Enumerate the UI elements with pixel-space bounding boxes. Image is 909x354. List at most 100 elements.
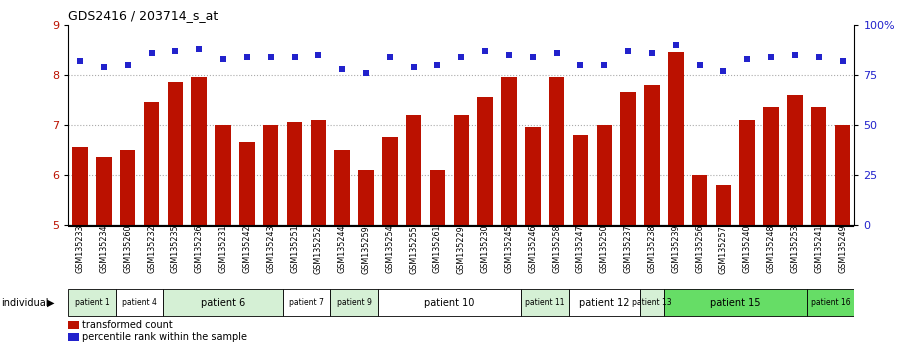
Bar	[283, 289, 330, 316]
Text: GSM135233: GSM135233	[75, 225, 85, 273]
Bar	[664, 289, 807, 316]
Text: patient 15: patient 15	[710, 298, 761, 308]
Point	[787, 52, 802, 58]
Bar	[740, 120, 755, 225]
Bar	[68, 289, 115, 316]
Point	[145, 50, 159, 56]
Bar	[430, 170, 445, 225]
Text: GSM135246: GSM135246	[528, 225, 537, 273]
Text: patient 6: patient 6	[201, 298, 245, 308]
Bar	[640, 289, 664, 316]
Point	[621, 48, 635, 53]
Text: GSM135232: GSM135232	[147, 225, 156, 273]
Point	[192, 46, 206, 52]
Text: GSM135240: GSM135240	[743, 225, 752, 273]
Bar	[286, 122, 303, 225]
Point	[430, 62, 445, 68]
Point	[812, 54, 826, 59]
Point	[359, 70, 374, 76]
Text: individual: individual	[1, 298, 48, 308]
Bar	[73, 147, 88, 225]
Bar	[382, 137, 397, 225]
Text: GSM135254: GSM135254	[385, 225, 395, 273]
Text: GSM135250: GSM135250	[600, 225, 609, 273]
Text: GSM135258: GSM135258	[552, 225, 561, 273]
Bar	[378, 289, 521, 316]
Text: GSM135235: GSM135235	[171, 225, 180, 273]
Point	[644, 50, 659, 56]
Point	[574, 62, 588, 68]
Bar	[692, 175, 707, 225]
Point	[549, 50, 564, 56]
Text: transformed count: transformed count	[82, 320, 173, 330]
Point	[406, 64, 421, 70]
Text: percentile rank within the sample: percentile rank within the sample	[82, 332, 247, 342]
Bar	[764, 107, 779, 225]
Point	[287, 54, 302, 59]
Text: GSM135245: GSM135245	[504, 225, 514, 273]
Point	[383, 54, 397, 59]
Bar	[330, 289, 378, 316]
Text: GSM135242: GSM135242	[243, 225, 252, 273]
Bar	[454, 115, 469, 225]
Text: GSM135251: GSM135251	[290, 225, 299, 273]
Text: GSM135249: GSM135249	[838, 225, 847, 273]
Text: GSM135248: GSM135248	[766, 225, 775, 273]
Text: patient 4: patient 4	[122, 298, 157, 307]
Point	[668, 42, 683, 48]
Bar	[192, 77, 207, 225]
Point	[597, 62, 612, 68]
Text: GSM135231: GSM135231	[218, 225, 227, 273]
Text: GSM135230: GSM135230	[481, 225, 490, 273]
Text: GSM135241: GSM135241	[814, 225, 824, 273]
Text: GSM135257: GSM135257	[719, 225, 728, 274]
Point	[311, 52, 325, 58]
Text: patient 10: patient 10	[425, 298, 474, 308]
Bar	[596, 125, 612, 225]
Bar	[549, 77, 564, 225]
Bar	[787, 95, 803, 225]
Bar	[620, 92, 636, 225]
Text: patient 16: patient 16	[811, 298, 851, 307]
Bar	[406, 115, 422, 225]
Point	[716, 68, 731, 74]
Text: GSM135239: GSM135239	[671, 225, 680, 273]
Bar	[167, 82, 183, 225]
Text: GSM135234: GSM135234	[99, 225, 108, 273]
Point	[240, 54, 255, 59]
Point	[73, 58, 87, 64]
Bar	[521, 289, 568, 316]
Text: GSM135259: GSM135259	[362, 225, 371, 274]
Bar	[215, 125, 231, 225]
Point	[121, 62, 135, 68]
Point	[835, 58, 850, 64]
Bar	[115, 289, 164, 316]
Text: patient 11: patient 11	[525, 298, 564, 307]
Bar	[311, 120, 326, 225]
Text: patient 13: patient 13	[632, 298, 672, 307]
Bar	[477, 97, 493, 225]
Point	[525, 54, 540, 59]
Text: ▶: ▶	[47, 298, 55, 308]
Bar	[834, 125, 850, 225]
Point	[335, 66, 349, 72]
Text: GSM135261: GSM135261	[433, 225, 442, 273]
Bar	[668, 52, 684, 225]
Bar	[239, 142, 255, 225]
Bar	[715, 185, 731, 225]
Bar	[501, 77, 516, 225]
Text: GSM135253: GSM135253	[791, 225, 799, 273]
Text: GDS2416 / 203714_s_at: GDS2416 / 203714_s_at	[68, 9, 218, 22]
Text: patient 12: patient 12	[579, 298, 630, 308]
Point	[693, 62, 707, 68]
Point	[96, 64, 111, 70]
Text: GSM135247: GSM135247	[576, 225, 585, 273]
Bar	[568, 289, 640, 316]
Bar	[120, 150, 135, 225]
Text: GSM135252: GSM135252	[314, 225, 323, 274]
Point	[502, 52, 516, 58]
Point	[764, 54, 778, 59]
Text: patient 7: patient 7	[289, 298, 324, 307]
Bar	[263, 125, 278, 225]
Point	[454, 54, 468, 59]
